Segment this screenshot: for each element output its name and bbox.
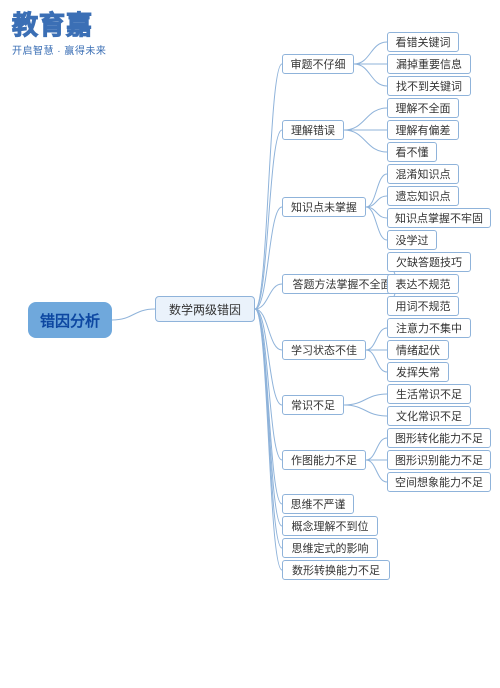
level3-node: 欠缺答题技巧 [387,252,471,272]
logo-main-text: 教育嘉 [12,12,106,38]
level3-node: 理解有偏差 [387,120,459,140]
level2-node: 答题方法掌握不全面 [282,274,402,294]
level2-node: 学习状态不佳 [282,340,366,360]
level3-node: 混淆知识点 [387,164,459,184]
level3-node: 漏掉重要信息 [387,54,471,74]
level3-node: 情绪起伏 [387,340,449,360]
level3-node: 找不到关键词 [387,76,471,96]
logo-sub-text: 开启智慧 · 赢得未来 [12,42,106,57]
level2-node: 数形转换能力不足 [282,560,390,580]
level3-node: 图形转化能力不足 [387,428,491,448]
level2-node: 概念理解不到位 [282,516,378,536]
level3-node: 理解不全面 [387,98,459,118]
level3-node: 空间想象能力不足 [387,472,491,492]
level2-node: 思维定式的影响 [282,538,378,558]
level2-node: 审题不仔细 [282,54,354,74]
mindmap-canvas: 教育嘉 开启智慧 · 赢得未来 错因分析 数学两级错因 审题不仔细 看错关键词漏掉重要… [0,0,500,688]
level3-node: 文化常识不足 [387,406,471,426]
level3-node: 没学过 [387,230,437,250]
level2-node: 常识不足 [282,395,344,415]
level1-node: 数学两级错因 [155,296,255,322]
level3-node: 看错关键词 [387,32,459,52]
level3-node: 遗忘知识点 [387,186,459,206]
level2-node: 知识点未掌握 [282,197,366,217]
level2-node: 思维不严谨 [282,494,354,514]
level2-node: 理解错误 [282,120,344,140]
level2-node: 作图能力不足 [282,450,366,470]
root-node: 错因分析 [28,302,112,338]
level3-node: 表达不规范 [387,274,459,294]
level3-node: 注意力不集中 [387,318,471,338]
level3-node: 生活常识不足 [387,384,471,404]
level3-node: 看不懂 [387,142,437,162]
logo: 教育嘉 开启智慧 · 赢得未来 [12,12,106,57]
level3-node: 知识点掌握不牢固 [387,208,491,228]
level3-node: 发挥失常 [387,362,449,382]
level3-node: 图形识别能力不足 [387,450,491,470]
level3-node: 用词不规范 [387,296,459,316]
